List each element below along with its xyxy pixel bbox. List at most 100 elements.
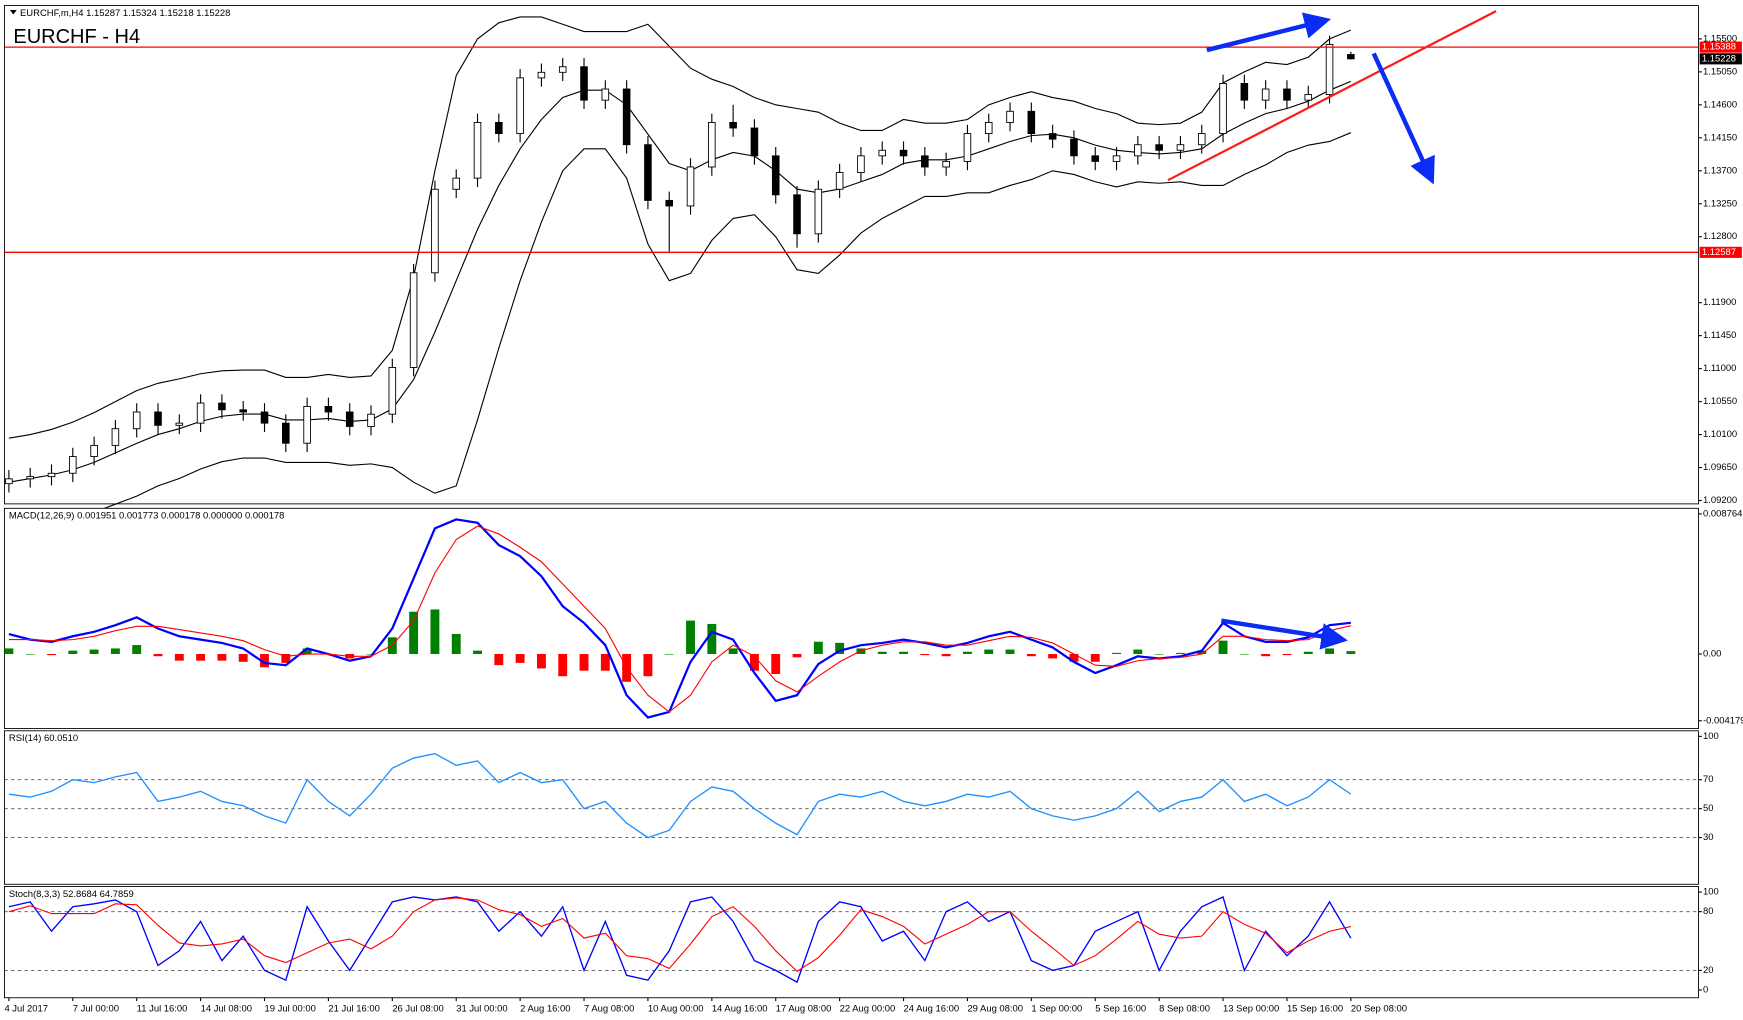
y-tick-label: 1.11450 <box>1703 330 1736 341</box>
y-tick-label: 70 <box>1703 774 1714 785</box>
candle-body <box>324 405 333 413</box>
candle-body <box>1112 155 1121 162</box>
candle-body <box>345 411 354 427</box>
x-tick-label: 19 Jul 00:00 <box>265 1003 316 1014</box>
panel-header: EURCHF,m,H4 1.15287 1.15324 1.15218 1.15… <box>20 8 230 19</box>
x-tick-label: 1 Sep 00:00 <box>1031 1003 1082 1014</box>
histogram-bar <box>728 648 738 654</box>
y-tick-label: 1.10550 <box>1703 396 1737 407</box>
x-tick-label: 14 Aug 16:00 <box>712 1003 768 1014</box>
candle-body <box>196 402 205 424</box>
histogram-bar <box>473 650 482 654</box>
histogram-bar <box>536 653 546 669</box>
candle-body <box>1261 88 1270 101</box>
header-marker <box>10 10 17 15</box>
histogram-bar <box>941 653 951 657</box>
panel-header: RSI(14) 60.0510 <box>9 733 78 744</box>
histogram-bar <box>813 641 823 654</box>
y-tick-label: 1.13250 <box>1703 198 1737 209</box>
candle-body <box>1347 54 1355 60</box>
histogram-bar <box>984 649 994 654</box>
price-label: 1.15388 <box>1702 42 1736 53</box>
y-tick-label: 1.11900 <box>1703 297 1736 308</box>
histogram-bar <box>792 653 802 658</box>
arrow <box>1220 618 1348 650</box>
candle-body <box>708 121 716 168</box>
trend-line <box>1167 10 1497 182</box>
histogram-bar <box>664 653 674 655</box>
y-tick-label: 1.10100 <box>1703 429 1737 440</box>
price-label: 1.12587 <box>1702 247 1736 258</box>
histogram-bar <box>47 653 56 656</box>
x-tick-label: 15 Sep 16:00 <box>1287 1003 1343 1014</box>
histogram-bar <box>1090 653 1100 662</box>
candle-body <box>516 77 524 135</box>
candle-body <box>558 66 567 73</box>
x-tick-label: 21 Jul 16:00 <box>328 1003 379 1014</box>
histogram-bar <box>1282 653 1292 656</box>
bollinger-band <box>8 80 1352 483</box>
candle-body <box>537 71 546 79</box>
candle-body <box>665 199 674 207</box>
candle-body <box>282 422 290 444</box>
histogram-bar <box>643 653 653 677</box>
x-tick-label: 7 Aug 08:00 <box>584 1003 634 1014</box>
y-tick-label: 1.12800 <box>1703 231 1737 242</box>
histogram-bar <box>877 651 887 654</box>
price-label-box <box>1699 41 1742 53</box>
arrow <box>1371 52 1435 185</box>
candle-body <box>601 88 610 101</box>
candle-body <box>154 411 162 426</box>
histogram-bar <box>238 653 248 662</box>
candle-body <box>1070 138 1078 157</box>
histogram-bar <box>899 651 908 654</box>
histogram-bar <box>558 653 568 677</box>
candle-body <box>1006 110 1014 123</box>
histogram-bar <box>707 623 717 654</box>
candle-body <box>388 367 397 415</box>
histogram-bar <box>4 648 14 654</box>
bollinger-band <box>8 132 1352 527</box>
histogram-bar <box>1133 649 1143 654</box>
candle-body <box>686 166 695 207</box>
candle-body <box>260 411 269 424</box>
bollinger-band <box>8 16 1352 439</box>
candle-body <box>1304 94 1313 101</box>
x-tick-label: 2 Aug 16:00 <box>520 1003 570 1014</box>
candle-body <box>899 149 908 157</box>
indicator-line <box>8 896 1352 984</box>
histogram-bar <box>1218 640 1228 654</box>
histogram-bar <box>1069 653 1079 662</box>
histogram-bar <box>962 651 972 654</box>
y-tick-label: 1.09650 <box>1703 462 1737 473</box>
histogram-bar <box>1026 653 1036 657</box>
histogram-bar <box>686 620 695 654</box>
histogram-bar <box>302 648 312 654</box>
candle-body <box>1283 88 1291 101</box>
y-tick-label: 0.008764 <box>1703 508 1742 519</box>
histogram-bar <box>1303 651 1313 654</box>
histogram-bar <box>153 653 163 657</box>
histogram-bar <box>515 653 525 663</box>
candle-body <box>1176 144 1185 151</box>
candle-body <box>47 472 56 478</box>
histogram-bar <box>1112 652 1121 654</box>
histogram-bar <box>920 653 930 656</box>
histogram-bar <box>89 649 99 654</box>
histogram-bar <box>132 645 142 654</box>
histogram-bar <box>494 653 504 666</box>
candle-body <box>1027 110 1036 135</box>
x-tick-label: 11 Jul 16:00 <box>137 1003 188 1014</box>
histogram-bar <box>281 653 291 663</box>
x-tick-label: 7 Jul 00:00 <box>73 1003 119 1014</box>
y-tick-label: 100 <box>1703 731 1719 742</box>
annotations <box>1167 10 1497 650</box>
histogram-bar <box>366 653 376 655</box>
panel-frame <box>4 5 1699 505</box>
candle-body <box>793 194 801 235</box>
panel-frame <box>4 507 1699 730</box>
y-tick-label: 1.15500 <box>1703 33 1737 44</box>
histogram-bar <box>835 642 845 654</box>
candle-body <box>729 121 737 129</box>
